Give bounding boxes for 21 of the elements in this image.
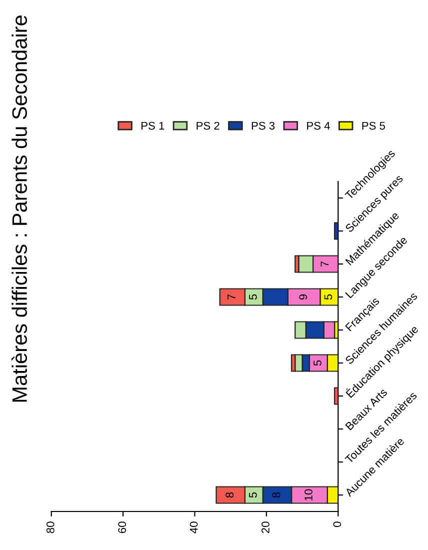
legend-label: PS 3 [252, 122, 275, 130]
data-label: 8 [226, 492, 234, 498]
x-tick-label: 20 [262, 522, 270, 534]
data-label: 5 [314, 360, 322, 366]
data-label: 8 [272, 492, 280, 498]
data-label: 9 [299, 294, 308, 300]
legend-label: PS 1 [141, 122, 164, 130]
legend-label: PS 5 [362, 122, 386, 130]
data-label: 5 [249, 294, 257, 300]
x-tick-label: 40 [190, 522, 198, 534]
legend-label: PS 4 [307, 122, 330, 130]
x-tick-label: 60 [118, 522, 126, 534]
x-tick-label: 0 [333, 522, 342, 527]
data-label: 5 [324, 294, 332, 300]
data-label: 5 [249, 492, 257, 498]
data-label: 7 [228, 294, 236, 300]
data-label: 10 [304, 489, 312, 500]
x-tick-label: 80 [46, 522, 54, 534]
data-label: 7 [320, 261, 328, 267]
text: Matières difficiles : Parents du Secondaire [11, 16, 27, 402]
legend-label: PS 2 [196, 122, 220, 130]
